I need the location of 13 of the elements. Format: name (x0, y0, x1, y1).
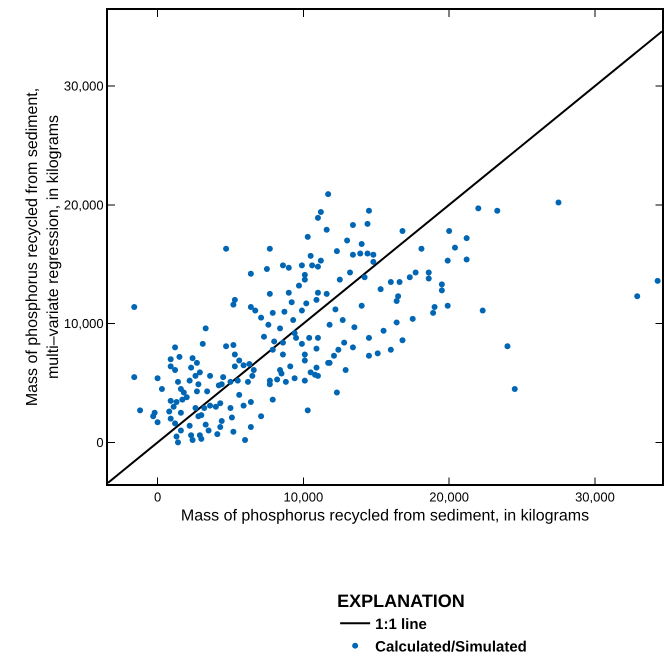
y-tick-label: 30,000 (64, 78, 104, 94)
legend-label: Calculated/Simulated (375, 638, 527, 656)
x-tick-label: 30,000 (575, 489, 615, 504)
y-tick-label: 0 (96, 434, 104, 450)
x-axis-title: Mass of phosphorus recycled from sediment, in kilograms (180, 508, 590, 525)
legend-label: 1:1 line (375, 616, 427, 634)
x-tick-label: 0 (154, 489, 162, 504)
y-tick-label: 20,000 (64, 197, 104, 212)
x-tick-label: 10,000 (283, 489, 324, 504)
y-axis-title: Mass of phosphorus recycled from sediment, multi–variate regression, in kilograms (24, 88, 62, 406)
y-tick-label: 10,000 (64, 316, 104, 332)
legend-title: EXPLANATION (337, 590, 465, 611)
x-tick-label: 20,000 (429, 489, 470, 504)
